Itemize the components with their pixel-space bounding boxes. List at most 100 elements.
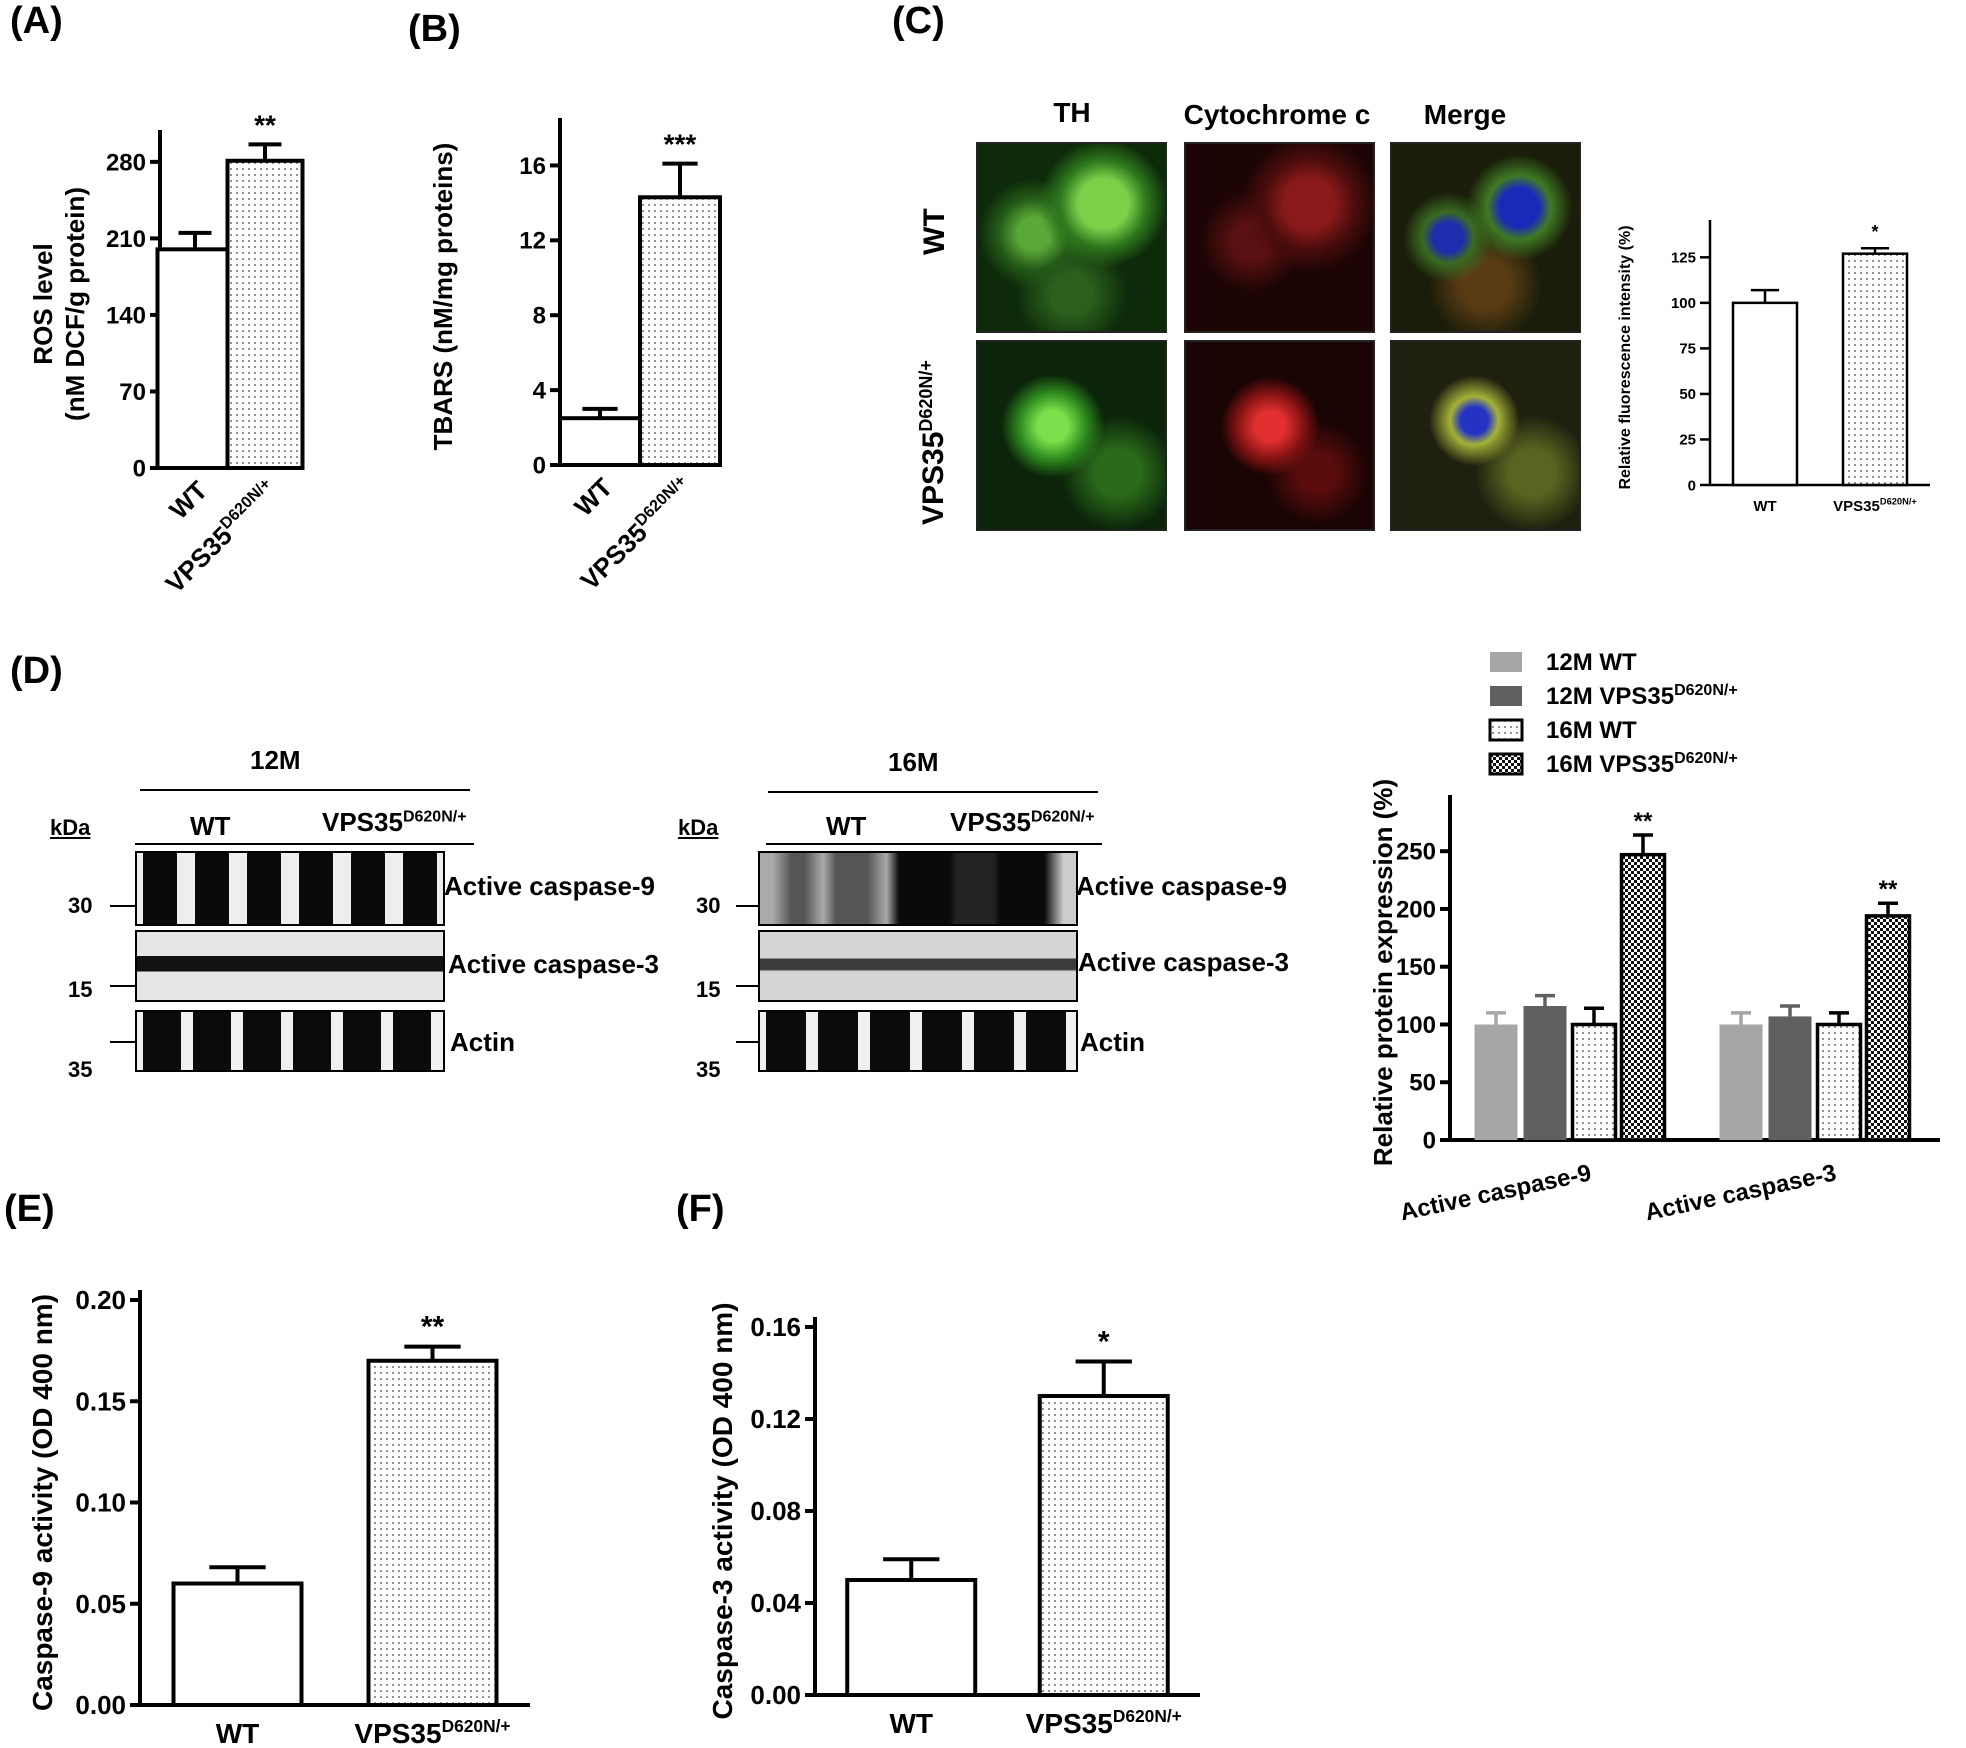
bar bbox=[225, 158, 305, 470]
blot-actin-16m bbox=[758, 1010, 1078, 1072]
blot-casp3-12m bbox=[135, 930, 445, 1002]
x-tick-label: WT bbox=[568, 472, 618, 522]
chart-a: 0 70 140 210 280 ROS level (nM DCF/g protein) W… bbox=[28, 109, 305, 599]
x-tick-label: WT bbox=[163, 475, 213, 525]
y-tick-label: 12 bbox=[519, 228, 546, 255]
blot-wt-label: WT bbox=[826, 811, 867, 841]
x-tick-label: VPS35D620N/+ bbox=[1833, 497, 1917, 515]
significance-marker: ** bbox=[254, 109, 276, 140]
y-tick-label: 100 bbox=[1671, 295, 1696, 312]
marker-30: 30 bbox=[68, 893, 93, 918]
kda-label: kDa bbox=[678, 815, 719, 840]
y-tick-label: 0.05 bbox=[75, 1589, 126, 1619]
y-tick-label: 0.12 bbox=[750, 1404, 801, 1434]
bar bbox=[1815, 1022, 1863, 1142]
significance-marker: * bbox=[1098, 1326, 1110, 1359]
x-tick-label: Active caspase-9 bbox=[1398, 1159, 1594, 1226]
blot-actin-12m bbox=[135, 1010, 445, 1072]
band-label-actin: Actin bbox=[1080, 1027, 1145, 1057]
y-tick-label: 125 bbox=[1671, 250, 1696, 267]
y-tick-label: 280 bbox=[106, 149, 146, 176]
significance-marker: ** bbox=[421, 1311, 445, 1344]
bar bbox=[366, 1358, 499, 1707]
blot-age-label: 16M bbox=[888, 747, 939, 777]
micro-wt-merge bbox=[1390, 142, 1581, 333]
micro-mut-cyto bbox=[1184, 340, 1375, 531]
micro-mut-th bbox=[976, 340, 1167, 531]
blot-age-label: 12M bbox=[250, 745, 301, 775]
micro-wt-cyto bbox=[1184, 142, 1375, 333]
y-tick-label: 0.10 bbox=[75, 1488, 126, 1518]
blot-wt-line bbox=[766, 843, 931, 845]
bar bbox=[1619, 852, 1667, 1142]
panel-label-c: (C) bbox=[892, 0, 945, 42]
bar bbox=[1841, 252, 1909, 487]
y-tick-label: 0.04 bbox=[750, 1588, 801, 1618]
marker-35: 35 bbox=[68, 1057, 93, 1082]
blot-wt-label: WT bbox=[190, 811, 231, 841]
x-tick-label: VPS35D620N/+ bbox=[354, 1716, 510, 1748]
legend-swatch bbox=[1488, 718, 1524, 742]
col-label-cytochrome: Cytochrome c bbox=[1183, 99, 1371, 130]
y-tick-label: 0.00 bbox=[75, 1690, 126, 1720]
marker-tick-30 bbox=[110, 905, 138, 907]
blot-casp3-16m bbox=[758, 930, 1078, 1002]
y-axis-label: Caspase-3 activity (OD 400 nm) bbox=[707, 1302, 738, 1719]
marker-tick-35 bbox=[736, 1041, 766, 1043]
chart-c: 0 25 50 75 100 125 Relative fluorescence inten… bbox=[1617, 220, 1930, 515]
panel-label-e: (E) bbox=[4, 1188, 55, 1230]
blot-mut-label: VPS35D620N/+ bbox=[950, 807, 1095, 837]
panel-label-f: (F) bbox=[676, 1188, 725, 1230]
blot-casp9-16m bbox=[758, 851, 1078, 926]
x-tick-label: VPS35D620N/+ bbox=[1026, 1706, 1182, 1739]
bar bbox=[1037, 1394, 1170, 1697]
legend-label: 12M WT bbox=[1546, 649, 1637, 676]
legend-label: 16M WT bbox=[1546, 717, 1637, 744]
y-tick-label: 70 bbox=[119, 379, 146, 406]
marker-tick-15 bbox=[736, 985, 766, 987]
chart-e: 0.00 0.05 0.10 0.15 0.20 Caspase-9 activity (… bbox=[27, 1285, 530, 1748]
col-label-merge: Merge bbox=[1423, 99, 1507, 130]
y-axis-label: Caspase-9 activity (OD 400 nm) bbox=[27, 1294, 58, 1711]
bar bbox=[1768, 1016, 1812, 1140]
blot-mut-line bbox=[302, 843, 474, 845]
micro-wt-th bbox=[976, 142, 1167, 333]
y-tick-label: 0 bbox=[1423, 1127, 1436, 1154]
significance-marker: * bbox=[1871, 222, 1878, 242]
band-label-casp9: Active caspase-9 bbox=[444, 871, 656, 901]
blot-group-12m: 12M WT VPS35D620N/+ kDa 30 15 35 Active … bbox=[40, 735, 680, 1095]
kda-label: kDa bbox=[50, 815, 91, 840]
x-tick-label: Active caspase-3 bbox=[1643, 1159, 1839, 1226]
y-tick-label: 250 bbox=[1396, 839, 1436, 866]
blot-wt-line bbox=[135, 843, 310, 845]
marker-30: 30 bbox=[696, 893, 721, 918]
band-label-actin: Actin bbox=[450, 1027, 515, 1057]
legend-swatch bbox=[1490, 686, 1522, 706]
band-label-casp9: Active caspase-9 bbox=[1076, 871, 1288, 901]
panel-label-a: (A) bbox=[10, 0, 63, 42]
legend-swatch bbox=[1490, 652, 1522, 672]
y-tick-label: 150 bbox=[1396, 954, 1436, 981]
x-tick-label: WT bbox=[889, 1708, 933, 1739]
y-tick-label: 50 bbox=[1409, 1070, 1436, 1097]
significance-marker: *** bbox=[664, 129, 697, 160]
bar bbox=[1474, 1024, 1518, 1140]
bar bbox=[558, 416, 642, 468]
bar bbox=[1864, 914, 1912, 1142]
y-tick-label: 0.00 bbox=[750, 1680, 801, 1710]
y-tick-label: 0 bbox=[1688, 477, 1696, 494]
bar bbox=[638, 195, 722, 467]
y-tick-label: 0 bbox=[133, 455, 146, 482]
marker-15: 15 bbox=[68, 977, 93, 1002]
marker-tick-30 bbox=[736, 905, 766, 907]
y-tick-label: 200 bbox=[1396, 896, 1436, 923]
bar bbox=[1523, 1006, 1567, 1140]
y-tick-label: 25 bbox=[1679, 432, 1696, 449]
significance-marker: ** bbox=[1879, 876, 1898, 903]
y-tick-label: 0.16 bbox=[750, 1312, 801, 1342]
marker-35: 35 bbox=[696, 1057, 721, 1082]
y-tick-label: 50 bbox=[1679, 386, 1696, 403]
bar bbox=[155, 247, 235, 470]
chart-f: 0.00 0.04 0.08 0.12 0.16 Caspase-3 activity (… bbox=[707, 1302, 1200, 1739]
y-tick-label: 0.15 bbox=[75, 1386, 126, 1416]
